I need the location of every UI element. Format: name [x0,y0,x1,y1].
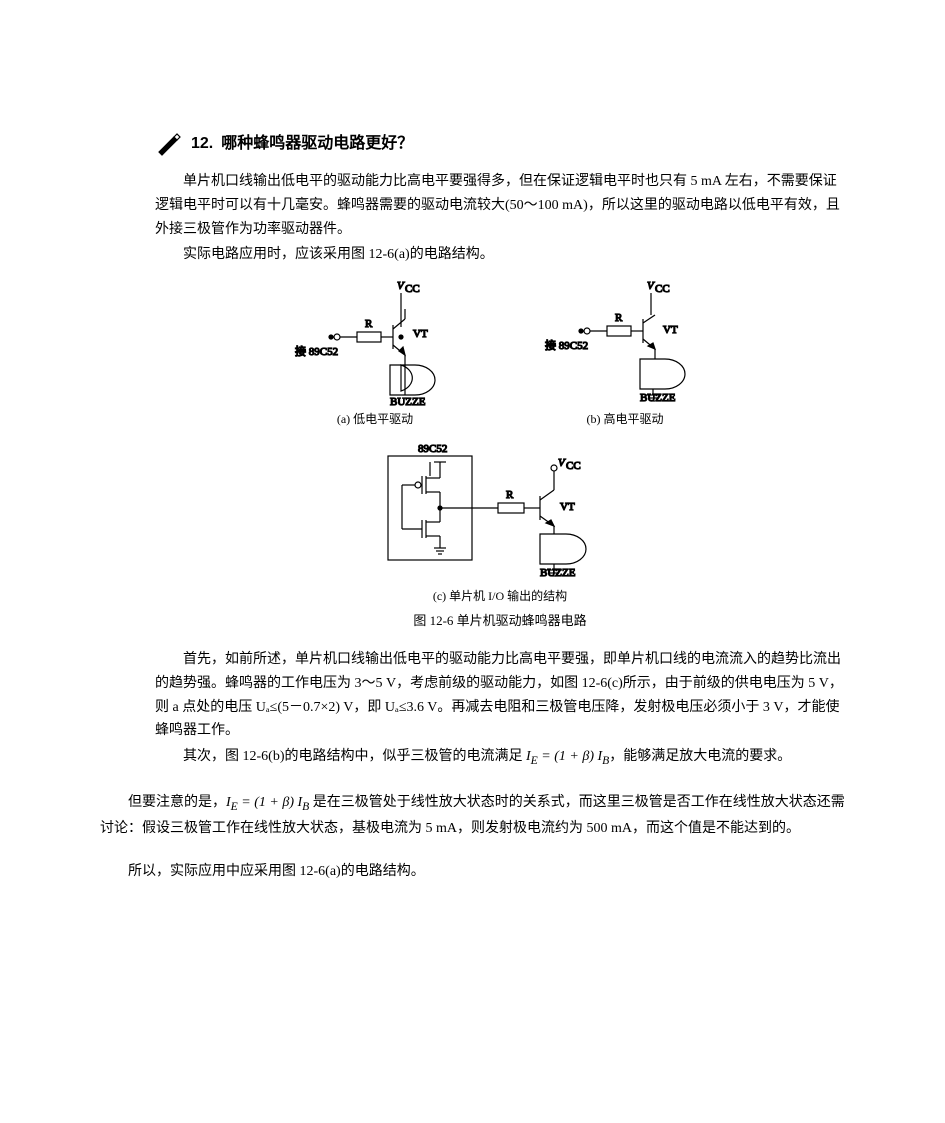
vt-label-c: VT [560,501,575,513]
paragraph-5: 但要注意的是，IE = (1 + β) IB 是在三极管处于线性放大状态时的关系… [100,791,845,840]
figure-a-caption: (a) 低电平驱动 [337,409,413,429]
mcu-label: 89C52 [418,443,447,455]
section-heading: 12. 哪种蜂鸣器驱动电路更好？ [155,130,845,158]
figure-a: V CC BUZZE [285,277,465,429]
figure-b-caption: (b) 高电平驱动 [587,409,664,429]
pencil-icon [155,130,183,158]
conn-label-a: 接 89C52 [295,345,338,358]
figure-b: V CC VT R [535,277,715,429]
paragraph-3: 首先，如前所述，单片机口线输出低电平的驱动能力比高电平要强，即单片机口线的电流流… [155,648,845,743]
vcc-sub-b: CC [655,283,670,295]
vt-label-a: VT [413,328,428,340]
paragraph-6: 所以，实际应用中应采用图 12-6(a)的电路结构。 [100,860,845,884]
figure-12-6: V CC BUZZE [155,277,845,642]
vt-label-b: VT [663,324,678,336]
section-number: 12. [191,130,213,157]
para4-prefix: 其次，图 12-6(b)的电路结构中，似乎三极管的电流满足 [183,749,526,764]
para5-prefix: 但要注意的是， [128,795,226,810]
r-label-b: R [615,312,623,324]
para4-suffix: ，能够满足放大电流的要求。 [609,749,791,764]
paragraph-4: 其次，图 12-6(b)的电路结构中，似乎三极管的电流满足 IE = (1 + … [155,745,845,771]
figure-c-caption: (c) 单片机 I/O 输出的结构 [433,586,567,606]
buzzer-label-a: BUZZE [390,396,426,407]
r-label-c: R [506,489,514,501]
figure-main-caption: 图 12-6 单片机驱动蜂鸣器电路 [413,610,586,632]
figure-c: 89C52 [340,434,660,606]
r-label-a: R [365,318,373,330]
paragraph-1: 单片机口线输出低电平的驱动能力比高电平要强得多，但在保证逻辑电平时也只有 5 m… [155,170,845,241]
vcc-label: V [397,280,405,292]
conn-label-b: 接 89C52 [545,339,588,352]
section-title: 哪种蜂鸣器驱动电路更好？ [221,130,413,157]
paragraph-2: 实际电路应用时，应该采用图 12-6(a)的电路结构。 [155,243,845,267]
vcc-sub: CC [405,283,420,295]
vcc-sub-c: CC [566,460,581,472]
vcc-label-b: V [647,280,655,292]
para5-formula: IE = (1 + β) IB [226,795,309,810]
vcc-label-c: V [558,457,566,469]
para4-formula: IE = (1 + β) IB [526,749,609,764]
